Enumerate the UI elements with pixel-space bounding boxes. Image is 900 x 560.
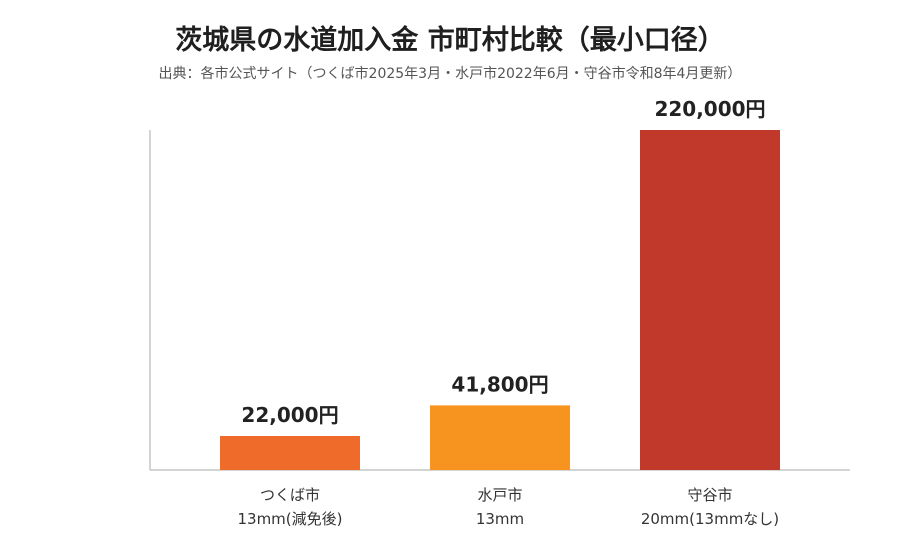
category-label-3-line-2: 20mm(13mmなし): [641, 510, 779, 528]
bar-3: [640, 130, 780, 470]
bar-2: [430, 405, 570, 470]
value-label-3: 220,000円: [654, 97, 765, 121]
bar-1: [220, 436, 360, 470]
chart-subtitle: 出典：各市公式サイト（つくば市2025年3月・水戸市2022年6月・守谷市令和8…: [158, 66, 742, 82]
chart-title: 茨城県の水道加入金 市町村比較（最小口径）: [175, 25, 725, 56]
value-label-1: 22,000円: [241, 403, 338, 427]
category-label-2-line-2: 13mm: [476, 510, 524, 528]
category-label-1-line-1: つくば市: [260, 486, 320, 504]
category-label-3-line-1: 守谷市: [687, 486, 732, 504]
category-label-1-line-2: 13mm(減免後): [237, 510, 342, 528]
category-label-2-line-1: 水戸市: [477, 486, 522, 504]
value-label-2: 41,800円: [451, 372, 548, 396]
